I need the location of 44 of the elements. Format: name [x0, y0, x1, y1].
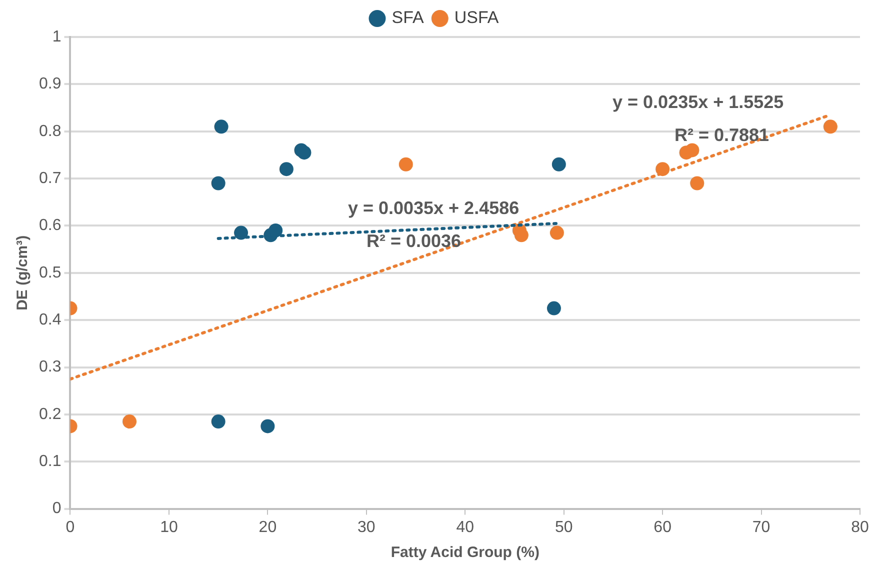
annotation: R² = 0.7881 — [674, 125, 770, 146]
point — [690, 176, 704, 190]
annotation: y = 0.0235x + 1.5525 — [612, 92, 784, 112]
x-tick-label: 20 — [258, 518, 277, 536]
x-tick-label: 70 — [752, 518, 770, 536]
point — [268, 223, 283, 238]
point — [260, 419, 275, 434]
x-tick-label: 50 — [554, 518, 573, 536]
annotation: y = 0.0035x + 2.4586 — [348, 198, 520, 218]
point — [823, 120, 838, 134]
x-tick-label: 40 — [456, 518, 474, 536]
point — [122, 414, 136, 429]
point — [398, 157, 413, 172]
x-tick-label: 30 — [358, 518, 376, 536]
y-tick-label: 0.6 — [38, 217, 62, 234]
point — [211, 176, 226, 190]
x-tick-label: 80 — [851, 518, 869, 536]
y-tick-label: 0.3 — [38, 358, 62, 376]
legend-label: USFA — [454, 8, 500, 28]
y-tick-label: 0.1 — [38, 453, 62, 470]
y-tick-label: 1 — [52, 28, 62, 46]
y-tick-label: 0.5 — [38, 264, 62, 282]
y-tick-label: 0.4 — [38, 311, 62, 328]
y-tick-label: 0.9 — [38, 76, 62, 93]
point — [279, 162, 294, 176]
y-tick-label: 0.8 — [38, 122, 62, 140]
x-axis-title: Fatty Acid Group (%) — [390, 544, 540, 562]
y-tick-label: 0.2 — [38, 406, 62, 423]
point — [685, 143, 700, 158]
y-tick-label: 0.7 — [38, 170, 62, 187]
point — [297, 146, 312, 160]
x-tick-label: 10 — [160, 518, 178, 536]
y-axis-title: DE (g/cm³) — [14, 235, 32, 310]
annotation: R² = 0.0036 — [366, 231, 462, 252]
legend-label: SFA — [392, 8, 425, 28]
point — [214, 120, 228, 134]
point — [211, 414, 226, 429]
point — [552, 157, 566, 172]
x-tick-label: 0 — [66, 518, 75, 536]
x-tick-label: 60 — [654, 518, 672, 536]
point — [546, 301, 561, 316]
y-tick-label: 0 — [52, 500, 62, 518]
point — [550, 226, 564, 240]
point — [514, 228, 528, 242]
